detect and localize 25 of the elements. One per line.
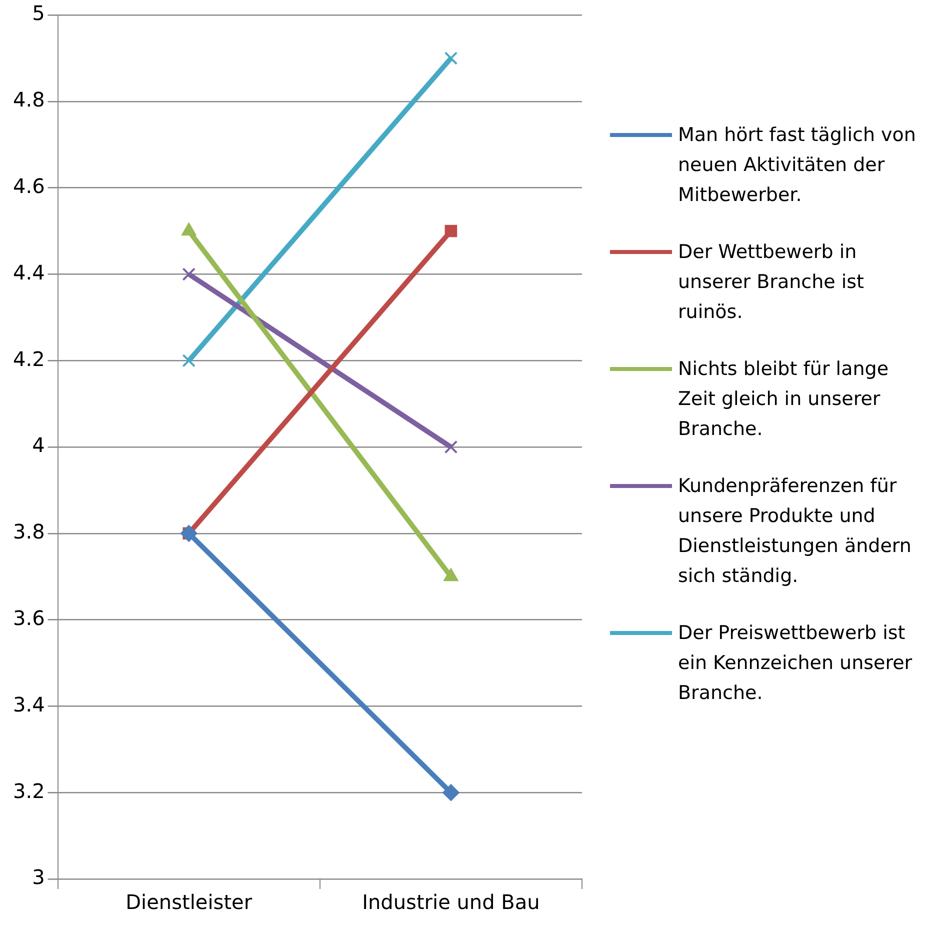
legend-label: Nichts bleibt für lange Zeit gleich in unserer Branche.: [678, 357, 890, 442]
point: [182, 354, 196, 368]
y-tick-label: 4.4: [12, 260, 45, 284]
legend-label: Der Wettbewerb in unserer Branche ist ruinös.: [678, 240, 865, 325]
point: [180, 524, 198, 542]
y-tick-label: 5: [32, 1, 45, 26]
x-tick-label: Industrie und Bau: [362, 890, 540, 914]
y-tick-label: 3.4: [12, 692, 45, 716]
y-tick-label: 3.8: [12, 520, 45, 544]
point: [444, 52, 458, 65]
legend-label: Kundenpräferenzen für unsere Produkte und Dienstleistungen ändern sich ständig.: [678, 474, 912, 589]
y-tick-label: 3.2: [12, 778, 45, 803]
point: [442, 784, 460, 802]
y-tick-label: 3: [32, 865, 45, 890]
legend-label: Der Preiswettbewerb ist ein Kennzeichen unserer Branche.: [678, 621, 914, 706]
y-tick-label: 4.6: [12, 174, 45, 198]
point: [444, 224, 458, 238]
legend-label: Man hört fast täglich von neuen Aktivitäten der Mitbewerber.: [678, 123, 917, 208]
point: [182, 268, 196, 281]
y-tick-label: 3.6: [12, 606, 45, 630]
y-tick-label: 4.2: [12, 346, 45, 371]
y-tick-label: 4: [32, 433, 45, 458]
point: [444, 440, 458, 454]
y-tick-label: 4.8: [12, 88, 45, 112]
x-tick-label: Dienstleister: [126, 890, 253, 914]
